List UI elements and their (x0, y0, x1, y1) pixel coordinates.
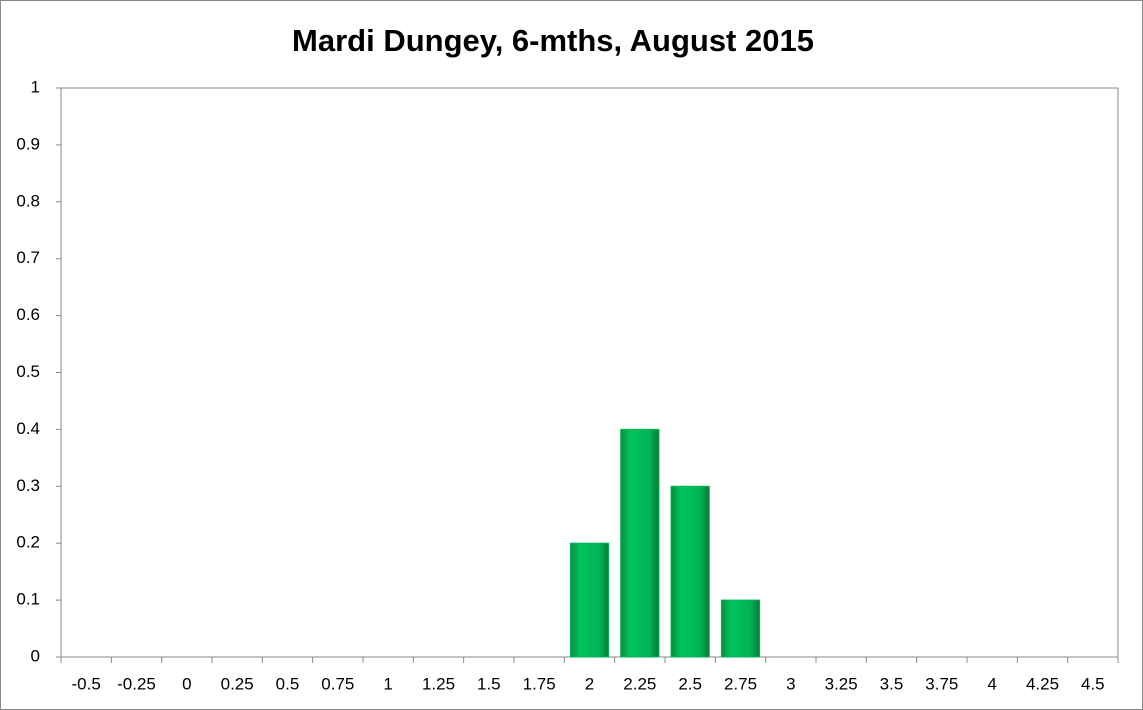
x-tick-label: 3 (786, 674, 795, 693)
bar (670, 485, 710, 658)
y-tick-label: 1 (31, 77, 40, 96)
y-tick-label: 0.1 (16, 590, 40, 609)
x-tick-label: 3.75 (925, 674, 958, 693)
chart-title: Mardi Dungey, 6-mths, August 2015 (292, 23, 814, 58)
x-tick-label: 4.25 (1026, 674, 1059, 693)
x-tick-label: 0.5 (276, 674, 300, 693)
x-tick-label: 2.25 (623, 674, 656, 693)
y-tick-label: 0.5 (16, 362, 40, 381)
x-tick-label: 2.5 (678, 674, 702, 693)
y-tick-label: 0.8 (16, 191, 40, 210)
y-tick-label: 0.2 (16, 533, 40, 552)
bar (620, 428, 660, 658)
y-tick-label: 0 (31, 646, 40, 665)
x-tick-label: 2.75 (724, 674, 757, 693)
x-tick-label: 1.5 (477, 674, 501, 693)
y-tick-label: 0.6 (16, 305, 40, 324)
x-tick-label: 4.5 (1081, 674, 1105, 693)
x-tick-label: 3.5 (880, 674, 904, 693)
y-tick-label: 0.4 (16, 419, 40, 438)
y-tick-label: 0.7 (16, 248, 40, 267)
x-tick-label: 0 (182, 674, 191, 693)
bar (720, 599, 761, 658)
x-tick-label: 1.75 (523, 674, 556, 693)
y-tick-label: 0.3 (16, 476, 40, 495)
x-tick-label: 1 (383, 674, 392, 693)
x-tick-label: 4 (987, 674, 996, 693)
x-tick-label: 0.25 (221, 674, 254, 693)
x-tick-label: 2 (585, 674, 594, 693)
x-tick-label: 0.75 (321, 674, 354, 693)
x-tick-label: -0.5 (72, 674, 101, 693)
x-tick-label: -0.25 (117, 674, 156, 693)
x-tick-label: 3.25 (825, 674, 858, 693)
x-tick-label: 1.25 (422, 674, 455, 693)
bar (569, 542, 610, 658)
y-tick-label: 0.9 (16, 134, 40, 153)
